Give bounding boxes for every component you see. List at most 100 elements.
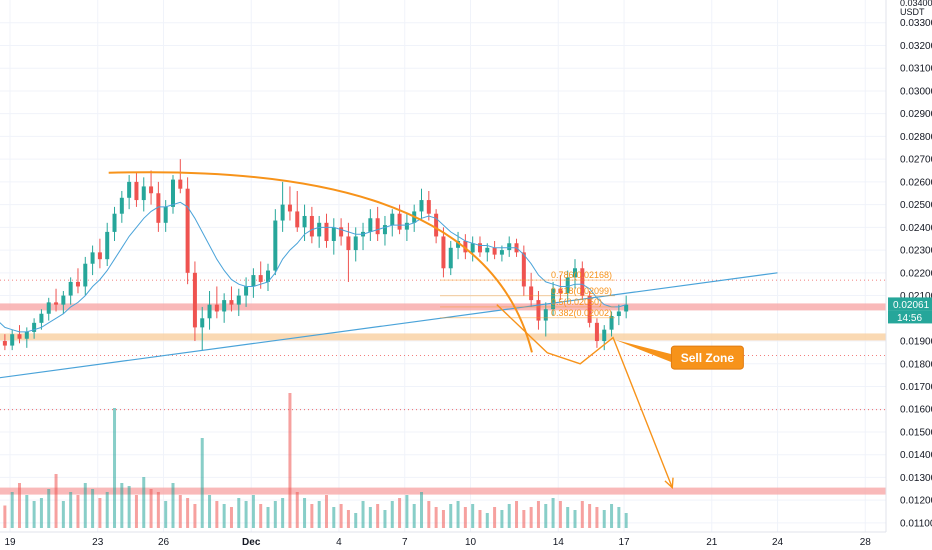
candle-body-44 (287, 204, 292, 212)
volume-bar-32 (200, 438, 204, 528)
candle-body-87 (602, 329, 607, 342)
volume-bar-42 (273, 501, 277, 528)
volume-bar-88 (610, 504, 614, 528)
volume-bar-64 (434, 507, 438, 528)
projection-path[interactable] (496, 304, 673, 488)
candle-body-85 (587, 295, 592, 323)
candle-body-82 (565, 277, 570, 294)
volume-bar-9 (32, 501, 36, 528)
candle-body-60 (404, 222, 409, 230)
candle-body-77 (529, 286, 534, 301)
candle-body-38 (244, 286, 249, 296)
callout-text: Sell Zone (681, 351, 735, 365)
x-tick-0: 19 (4, 537, 16, 548)
candle-body-70 (477, 243, 482, 253)
candle-body-14 (68, 281, 73, 296)
candle-body-26 (156, 193, 161, 223)
candle-body-80 (551, 288, 556, 310)
y-axis-clipped-tick: 0.03400 (900, 0, 932, 8)
candle-body-71 (485, 247, 490, 253)
trendline[interactable] (0, 272, 778, 382)
volume-bar-69 (471, 504, 475, 528)
volume-bar-78 (536, 501, 540, 528)
candle-body-45 (295, 211, 300, 228)
volume-bar-44 (288, 393, 292, 528)
volume-bar-26 (156, 492, 160, 528)
dotted-levels (0, 279, 886, 411)
sell-zone-callout[interactable]: Sell Zone (615, 339, 744, 370)
volume-bar-77 (529, 507, 533, 528)
candle-body-41 (266, 270, 271, 282)
candle-body-32 (200, 318, 205, 328)
candle-body-67 (456, 240, 461, 248)
volume-bar-27 (164, 501, 168, 528)
candle-body-47 (309, 215, 314, 237)
volume-bar-43 (281, 498, 285, 528)
volume-bar-34 (215, 501, 219, 528)
volume-bar-47 (310, 504, 314, 528)
volume-bar-15 (76, 495, 80, 528)
candle-body-72 (492, 247, 497, 255)
candle-body-25 (149, 186, 154, 194)
volume-bar-29 (178, 495, 182, 528)
x-tick-7: 14 (553, 537, 565, 548)
candle-body-62 (419, 200, 424, 212)
candle-body-23 (134, 181, 139, 201)
price-tag-box (888, 297, 932, 311)
x-axis-background (0, 532, 932, 550)
candle-body-83 (573, 268, 578, 278)
volume-bar-6 (10, 492, 14, 528)
volume-bar-10 (39, 498, 43, 528)
volume-bar-48 (317, 501, 321, 528)
volume-bar-73 (500, 510, 504, 528)
volume-bar-84 (580, 501, 584, 528)
volume-bar-7 (17, 483, 21, 528)
rounding-top-arc[interactable] (108, 171, 533, 353)
volume-bar-17 (91, 489, 95, 528)
volume-bar-85 (588, 504, 592, 528)
volume-bar-57 (383, 510, 387, 528)
candle-body-76 (521, 252, 526, 287)
volume-bar-61 (412, 504, 416, 528)
volume-bar-12 (54, 474, 58, 528)
volume-bar-5 (3, 505, 7, 528)
y-tick-21: 0.01100 (900, 518, 932, 529)
candle-body-30 (185, 188, 190, 273)
candle-body-11 (46, 302, 51, 314)
candle-body-10 (39, 313, 44, 323)
candle-body-22 (127, 181, 132, 198)
candle-body-36 (229, 300, 234, 305)
volume-bar-50 (332, 507, 336, 528)
volume-bar-35 (222, 504, 226, 528)
candle-body-7 (17, 334, 22, 339)
candle-body-50 (331, 227, 336, 241)
volume-bar-11 (47, 489, 51, 528)
candle-body-69 (470, 243, 475, 253)
volume-bar-80 (551, 498, 555, 528)
volume-bar-22 (127, 486, 131, 528)
callout-box (670, 345, 744, 370)
volume-bar-13 (61, 501, 65, 528)
volume-bar-66 (449, 504, 453, 528)
candle-body-9 (32, 322, 37, 332)
volume-bar-68 (463, 507, 467, 528)
fib-label-1: 0.618(0.02099) (551, 286, 612, 296)
volume-bar-41 (266, 507, 270, 528)
fib-levels: 0.786(0.02168) 0.618(0.02099)0.5(0.02050)… (440, 270, 615, 319)
candle-body-78 (536, 300, 541, 321)
volume-bar-51 (339, 504, 343, 528)
zone-1 (0, 333, 886, 341)
x-tick-9: 21 (706, 537, 718, 548)
